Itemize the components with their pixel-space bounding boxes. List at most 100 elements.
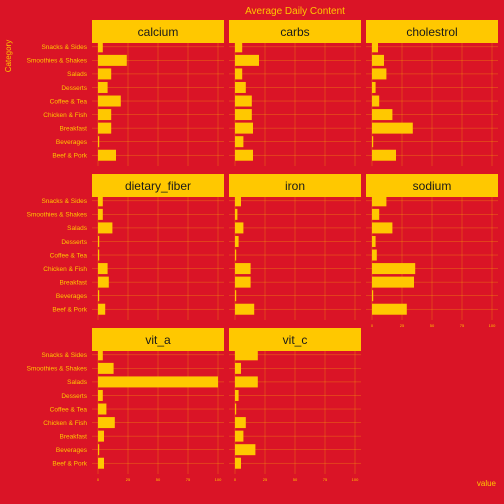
bar	[98, 403, 107, 415]
facet-plot-area: 0 25 50 75 100	[366, 195, 498, 328]
y-tick-label: Snacks & Sides	[41, 44, 87, 51]
facet-panel: dietary_fiber Beef & Pork Beverages Breakfa…	[27, 174, 224, 320]
y-axis-label: Category	[4, 40, 13, 72]
bar	[372, 290, 374, 302]
bar	[98, 349, 103, 361]
y-tick-label: Smoothies & Shakes	[27, 366, 88, 373]
facet-plot-area	[229, 41, 361, 166]
bar	[372, 136, 374, 148]
x-tick-label: 50	[156, 477, 161, 482]
bar	[98, 276, 109, 288]
bar	[98, 457, 104, 469]
bar	[235, 444, 256, 456]
bar	[372, 81, 376, 93]
y-tick-label: Chicken & Fish	[43, 420, 87, 427]
bar	[235, 276, 251, 288]
y-tick-label: Beverages	[56, 139, 88, 146]
bar	[98, 263, 108, 275]
y-tick-label: Breakfast	[60, 279, 88, 286]
y-tick-label: Chicken & Fish	[43, 266, 87, 273]
y-tick-label: Salads	[67, 71, 88, 78]
facet-strip-label: vit_c	[283, 333, 308, 347]
bar	[235, 95, 252, 107]
y-tick-label: Coffee & Tea	[50, 252, 88, 259]
y-tick-label: Salads	[67, 225, 88, 232]
facet-plot-area	[366, 41, 498, 166]
x-tick-label: 25	[263, 477, 268, 482]
bar	[98, 389, 103, 401]
facet-strip-label: sodium	[413, 179, 452, 193]
y-tick-label: Beef & Pork	[52, 307, 87, 314]
x-tick-label: 25	[400, 323, 405, 328]
bar	[98, 195, 103, 207]
bar	[235, 235, 239, 247]
bar	[372, 235, 376, 247]
facet-strip	[366, 20, 498, 43]
y-tick-label: Beef & Pork	[52, 461, 87, 468]
y-tick-label: Salads	[67, 379, 88, 386]
x-tick-label: 75	[460, 323, 465, 328]
y-tick-label: Coffee & Tea	[50, 98, 88, 105]
x-tick-label: 100	[215, 477, 222, 482]
facet-strip	[229, 328, 361, 351]
bar	[98, 249, 100, 261]
bar	[235, 109, 252, 121]
y-tick-label: Desserts	[61, 85, 87, 92]
x-tick-label: 25	[126, 477, 131, 482]
y-tick-label: Beef & Pork	[52, 153, 87, 160]
bar	[98, 109, 112, 121]
bar	[372, 68, 387, 80]
facet-strip-label: cholestrol	[406, 25, 457, 39]
facet-strip	[92, 20, 224, 43]
bar	[98, 417, 115, 429]
bar	[235, 303, 255, 315]
bar	[235, 376, 258, 388]
y-tick-label: Breakfast	[60, 433, 88, 440]
x-tick-label: 0	[234, 477, 237, 482]
bar	[98, 81, 108, 93]
y-tick-label: Desserts	[61, 239, 87, 246]
facet-panel: sodium 0 25 50 75 100	[366, 174, 498, 328]
y-tick-label: Smoothies & Shakes	[27, 212, 88, 219]
bar	[235, 41, 243, 53]
bar	[372, 263, 416, 275]
y-tick-label: Desserts	[61, 393, 87, 400]
chart-title: Average Daily Content	[245, 6, 345, 17]
bar	[98, 222, 113, 234]
bar	[235, 195, 241, 207]
bar	[98, 68, 112, 80]
bar	[98, 41, 103, 53]
bar	[98, 444, 100, 456]
y-tick-label: Beverages	[56, 447, 88, 454]
bar	[372, 222, 393, 234]
facet-panels: calcium Beef & Pork Beverages Breakfast Chic…	[27, 20, 498, 482]
facet-plot-area: Beef & Pork Beverages Breakfast Chicken & F…	[27, 349, 224, 482]
bar	[235, 81, 246, 93]
bar	[235, 349, 258, 361]
facet-strip-label: iron	[285, 179, 305, 193]
bar	[235, 149, 253, 161]
facet-panel: cholestrol	[366, 20, 498, 166]
facet-panel: calcium Beef & Pork Beverages Breakfast Chic…	[27, 20, 224, 166]
bar	[372, 41, 378, 53]
bar	[98, 149, 116, 161]
x-tick-label: 75	[186, 477, 191, 482]
y-tick-label: Chicken & Fish	[43, 112, 87, 119]
x-tick-label: 50	[293, 477, 298, 482]
bar	[98, 290, 100, 302]
bar	[235, 122, 253, 134]
y-tick-label: Coffee & Tea	[50, 406, 88, 413]
facet-panel: carbs	[229, 20, 361, 166]
bar	[235, 249, 237, 261]
x-tick-label: 75	[323, 477, 328, 482]
bar	[98, 122, 112, 134]
facet-strip	[229, 174, 361, 197]
facet-strip	[366, 174, 498, 197]
bar	[372, 109, 393, 121]
bar	[235, 136, 244, 148]
facet-panel: vit_a Beef & Pork Beverages Breakfast Chicke…	[27, 328, 224, 482]
bar	[98, 208, 103, 220]
bar	[372, 95, 380, 107]
